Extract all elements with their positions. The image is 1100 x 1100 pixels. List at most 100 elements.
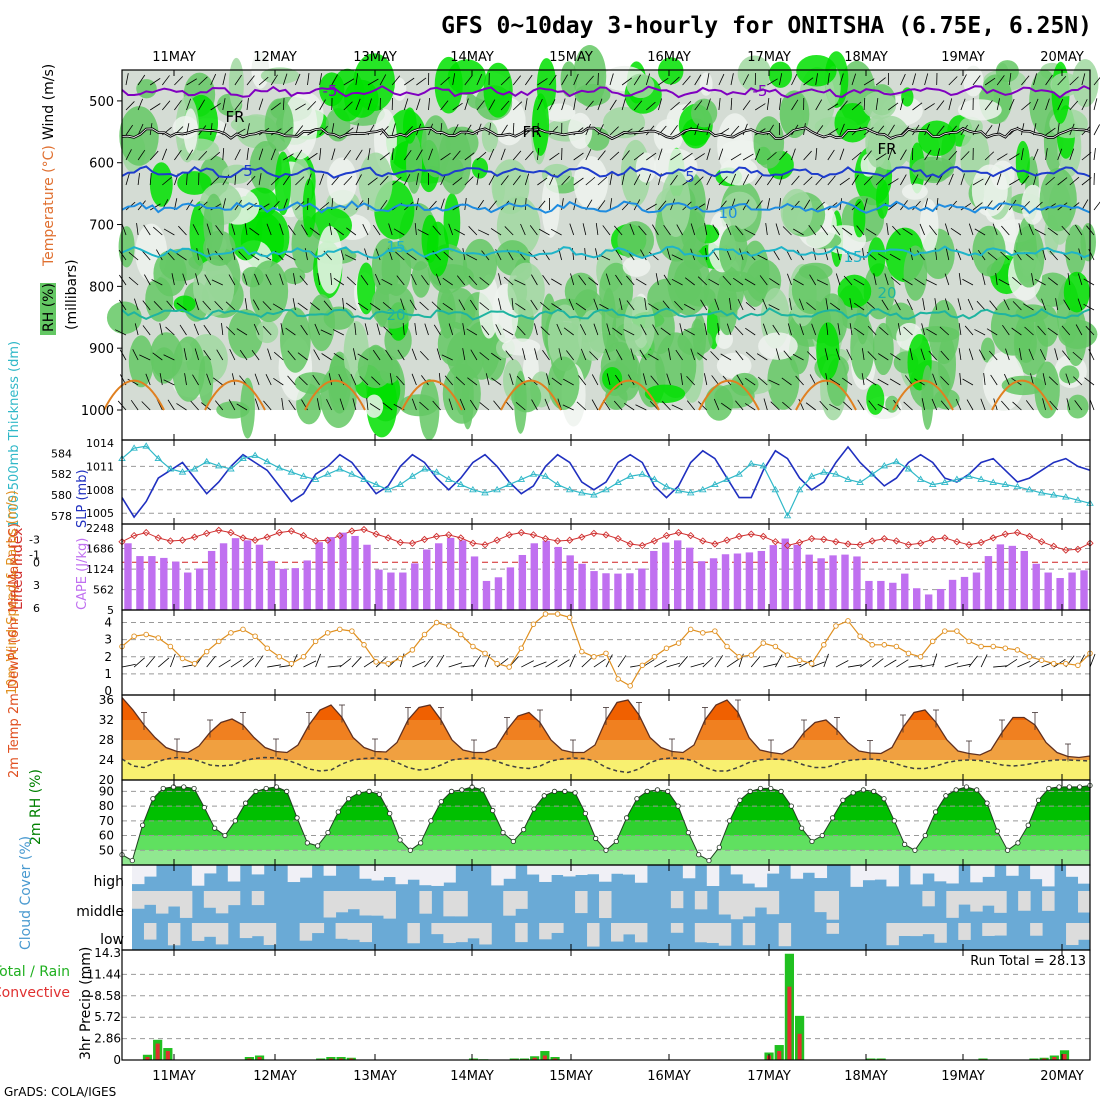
wind-barb xyxy=(903,326,913,336)
wind-barb xyxy=(272,303,284,311)
wind-barb xyxy=(663,224,671,236)
wind-barb xyxy=(921,398,925,411)
temp-tick-label: 32 xyxy=(99,713,114,727)
wind-barb xyxy=(635,278,647,286)
wind-barb xyxy=(837,323,841,336)
wind-barb xyxy=(680,373,683,386)
wind-barb xyxy=(352,398,357,411)
wind-barb xyxy=(720,353,732,361)
wind-barb xyxy=(983,373,986,386)
cloud-cell xyxy=(251,891,265,906)
wind-barb xyxy=(1069,76,1079,86)
wind-barb xyxy=(309,302,320,311)
cloud-cell xyxy=(982,923,995,936)
wind-barb xyxy=(323,300,333,311)
cloud-cell xyxy=(335,891,349,913)
wind-barb xyxy=(881,299,889,311)
wind-barb xyxy=(570,273,575,286)
wind-barb xyxy=(924,149,932,161)
wind-barb xyxy=(355,98,361,111)
wind-barb xyxy=(228,399,236,411)
wind-barb xyxy=(984,77,996,86)
wind10-point xyxy=(1002,645,1009,651)
wind-barb xyxy=(436,348,441,361)
wind-barb xyxy=(137,74,146,86)
ylabel-cloud: Cloud Cover (%) xyxy=(18,836,34,950)
wind-barb xyxy=(561,175,570,186)
wind-barb xyxy=(441,354,453,361)
wind-barb xyxy=(549,152,560,161)
li-point xyxy=(808,535,816,543)
thickness-point xyxy=(517,475,526,482)
wind-barb xyxy=(694,203,706,211)
wind-barb xyxy=(464,176,474,186)
wind-barb xyxy=(924,175,932,186)
wind-barb xyxy=(193,323,199,336)
li-point xyxy=(469,539,477,547)
wind10-point xyxy=(179,655,186,662)
thickness-point xyxy=(565,485,574,493)
wind-barb xyxy=(730,198,736,211)
wind-barb xyxy=(1084,377,1095,386)
wind-barb xyxy=(152,352,163,361)
wind-barb xyxy=(198,99,206,111)
cloud-cell xyxy=(958,891,971,905)
cloud-cell xyxy=(718,923,732,946)
wind-barb xyxy=(795,375,804,386)
thickness-point xyxy=(311,475,320,482)
thickness-point xyxy=(941,478,949,485)
rh-blob xyxy=(730,372,759,396)
thickness-point xyxy=(783,511,792,519)
wind-barb xyxy=(754,200,763,211)
wind-barb xyxy=(346,276,357,286)
li-point xyxy=(457,534,465,542)
cape-bar xyxy=(172,561,180,610)
cape-bar xyxy=(1080,570,1088,610)
wind-barb xyxy=(424,323,429,336)
li-point xyxy=(723,536,731,544)
rh-blob xyxy=(876,179,889,219)
wind-barb xyxy=(537,177,548,186)
cape-bar xyxy=(1020,550,1028,610)
cape-bar xyxy=(423,549,431,610)
wind-barb xyxy=(591,399,599,411)
thickness-point xyxy=(481,489,489,496)
cloud-cell xyxy=(826,891,840,920)
wind-barb xyxy=(262,301,272,311)
wind-barb xyxy=(432,400,441,411)
wind-barb xyxy=(293,273,296,286)
wind-barb xyxy=(448,398,454,411)
isotherm-25-line xyxy=(698,379,760,411)
cloud-cell xyxy=(263,923,277,945)
rh2m-point xyxy=(366,788,372,794)
rh-blob xyxy=(282,93,318,160)
wind-barb xyxy=(551,278,562,286)
rh-blob xyxy=(309,207,353,244)
cloud-cell xyxy=(419,865,432,886)
thickness-point xyxy=(1074,496,1082,503)
rh2m-point xyxy=(253,788,259,794)
wind-barb xyxy=(270,176,281,186)
wind-barb xyxy=(861,348,865,361)
cloud-cell xyxy=(251,865,265,875)
rh2m-point xyxy=(757,785,764,792)
ylabel-temperature: Temperature (°C) xyxy=(41,145,57,267)
wind10-point xyxy=(349,628,355,634)
wind-barb xyxy=(670,174,678,186)
cloud-cell xyxy=(443,923,456,944)
wind-barb xyxy=(249,227,260,236)
wind-barb xyxy=(1030,373,1034,386)
wind-barb xyxy=(735,400,744,411)
wind10-point xyxy=(591,654,597,660)
wind-barb xyxy=(1021,75,1030,86)
wind-barb xyxy=(976,300,986,311)
wind-barb xyxy=(1042,373,1046,386)
rh-blob xyxy=(577,309,608,361)
wind10-point xyxy=(651,654,658,660)
rh-blob xyxy=(626,371,640,389)
cloud-cell xyxy=(323,891,337,918)
wind-barb xyxy=(609,173,613,186)
wind-barb xyxy=(940,350,950,361)
wind-barb xyxy=(1018,223,1022,236)
rh-blob xyxy=(371,238,401,295)
